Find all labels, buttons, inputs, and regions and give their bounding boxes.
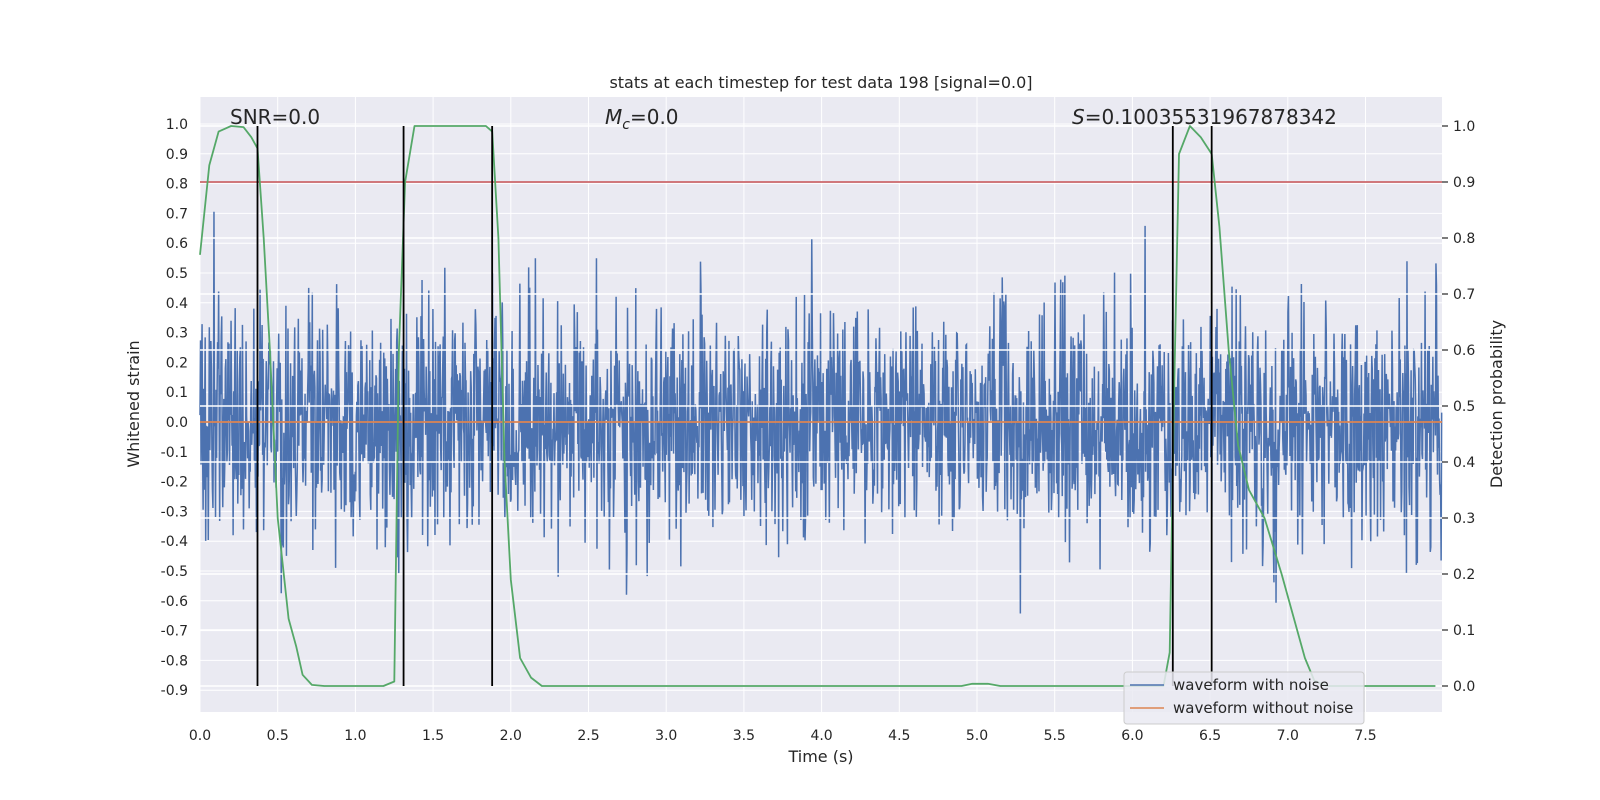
x-axis-ticks: 0.0 0.5 1.0 1.5 2.0 2.5 3.0 3.5 4.0 4.5 5.0 5.5 6.0 6…	[189, 728, 1377, 744]
y-tick-label: 0.8	[166, 177, 188, 193]
x-tick-label: 3.0	[655, 728, 677, 744]
y-tick-label: -0.6	[161, 594, 188, 610]
y2-tick-label: 0.1	[1453, 623, 1475, 639]
x-tick-label: 5.0	[966, 728, 988, 744]
event-markers	[256, 126, 1213, 686]
chart-title: stats at each timestep for test data 198…	[609, 73, 1032, 92]
x-tick-label: 1.0	[344, 728, 366, 744]
x-tick-label: 6.0	[1121, 728, 1143, 744]
x-tick-label: 7.5	[1354, 728, 1376, 744]
statistic-value: =0.10035531967878342	[1085, 105, 1337, 129]
y2-tick-label: 0.3	[1453, 511, 1475, 527]
y2-tick-label: 0.8	[1453, 231, 1475, 247]
statistic-annotation: S=0.10035531967878342	[1072, 105, 1337, 129]
y2-axis-label: Detection probability	[1487, 320, 1506, 488]
chirp-mass-subscript: c	[622, 117, 630, 133]
y2-tick-label: 0.6	[1453, 343, 1475, 359]
y2-tick-label: 0.0	[1453, 679, 1475, 695]
legend: waveform with noise waveform without noi…	[1123, 671, 1365, 725]
y-tick-label: -0.4	[161, 534, 188, 550]
y-tick-label: 0.0	[166, 415, 188, 431]
y-tick-label: -0.5	[161, 564, 188, 580]
y-tick-label: -0.9	[161, 683, 188, 699]
chirp-mass-value: =0.0	[630, 105, 679, 129]
detection-probability-layer	[199, 125, 1436, 687]
x-tick-label: 4.5	[888, 728, 910, 744]
chirp-mass-symbol: M	[605, 105, 622, 129]
chirp-mass-annotation: Mc=0.0	[605, 105, 679, 133]
legend-box	[1123, 671, 1365, 725]
y2-tick-label: 0.7	[1453, 287, 1475, 303]
y2-tick-label: 0.4	[1453, 455, 1475, 471]
reference-lines	[200, 125, 1442, 687]
x-tick-label: 1.5	[422, 728, 444, 744]
x-tick-label: 6.5	[1199, 728, 1221, 744]
y-tick-label: -0.1	[161, 445, 188, 461]
y-tick-label: 0.1	[166, 385, 188, 401]
detection-probability-line	[199, 125, 1436, 687]
y-tick-label: -0.3	[161, 504, 188, 520]
y-axis-ticks: 1.0 0.9 0.8 0.7 0.6 0.5 0.4 0.3 0.2 0.1 0.0 -0.1 -0.…	[161, 117, 188, 699]
y2-tick-label: 0.5	[1453, 399, 1475, 415]
x-axis-label: Time (s)	[787, 747, 853, 766]
snr-annotation: SNR=0.0	[230, 105, 320, 129]
y2-tick-label: 1.0	[1453, 119, 1475, 135]
x-tick-label: 5.5	[1044, 728, 1066, 744]
y-tick-label: 0.3	[166, 326, 188, 342]
y-tick-label: -0.8	[161, 653, 188, 669]
statistic-symbol: S	[1072, 105, 1085, 129]
y2-tick-label: 0.2	[1453, 567, 1475, 583]
x-tick-label: 0.0	[189, 728, 211, 744]
noise-waveform-path	[199, 211, 1443, 614]
y-tick-label: 0.4	[166, 296, 188, 312]
x-tick-label: 3.5	[733, 728, 755, 744]
y2-tick-label: 0.9	[1453, 175, 1475, 191]
x-tick-label: 7.0	[1277, 728, 1299, 744]
y-tick-label: -0.7	[161, 624, 188, 640]
y-tick-label: 1.0	[166, 117, 188, 133]
y2-axis-ticks: 0.0 0.1 0.2 0.3 0.4 0.5 0.6 0.7 0.8 0.9 1.0	[1442, 119, 1475, 695]
legend-label-noise: waveform with noise	[1173, 676, 1329, 694]
x-tick-label: 2.0	[500, 728, 522, 744]
y-tick-label: 0.9	[166, 147, 188, 163]
y-tick-label: 0.7	[166, 206, 188, 222]
y-tick-label: 0.6	[166, 236, 188, 252]
legend-label-clean: waveform without noise	[1173, 699, 1353, 717]
noise-waveform	[199, 211, 1443, 614]
x-tick-label: 0.5	[267, 728, 289, 744]
x-tick-label: 4.0	[810, 728, 832, 744]
y-axis-label: Whitened strain	[124, 340, 143, 467]
y-tick-label: 0.5	[166, 266, 188, 282]
y-tick-label: -0.2	[161, 475, 188, 491]
x-tick-label: 2.5	[577, 728, 599, 744]
y-tick-label: 0.2	[166, 355, 188, 371]
